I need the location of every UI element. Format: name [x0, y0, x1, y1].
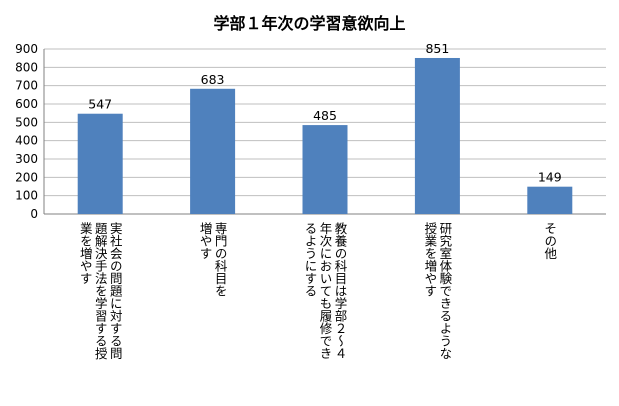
- x-category-label: その他: [542, 222, 558, 260]
- y-tick-label: 300: [15, 152, 38, 166]
- y-tick-label: 700: [15, 79, 38, 93]
- bar: [77, 113, 123, 214]
- data-label: 485: [313, 108, 337, 123]
- bar: [414, 57, 460, 214]
- x-category-label: 専門の科目を 増やす: [197, 222, 228, 297]
- y-tick-label: 500: [15, 115, 38, 129]
- y-tick-label: 800: [15, 60, 38, 74]
- data-label: 149: [538, 170, 562, 185]
- data-label: 547: [88, 97, 112, 112]
- x-category-label: 教養の科目は学部２～４ 年次においても履修でき るようにする: [302, 222, 348, 360]
- chart-title: 学部１年次の学習意欲向上: [213, 14, 406, 33]
- y-tick-label: 900: [15, 42, 38, 56]
- y-tick-label: 100: [15, 189, 38, 203]
- y-tick-label: 600: [15, 97, 38, 111]
- y-tick-label: 200: [15, 170, 38, 184]
- bar: [527, 186, 573, 214]
- x-category-label: 研究室体験できるような 授業を増やす: [422, 222, 453, 360]
- data-label: 851: [425, 41, 449, 56]
- data-label: 683: [201, 72, 225, 87]
- y-tick-label: 0: [30, 207, 38, 221]
- x-category-label: 実社会の問題に対する問 題解決手法を学習する授 業を増やす: [77, 222, 123, 360]
- bar: [190, 88, 236, 214]
- bar: [302, 125, 348, 214]
- y-tick-label: 400: [15, 134, 38, 148]
